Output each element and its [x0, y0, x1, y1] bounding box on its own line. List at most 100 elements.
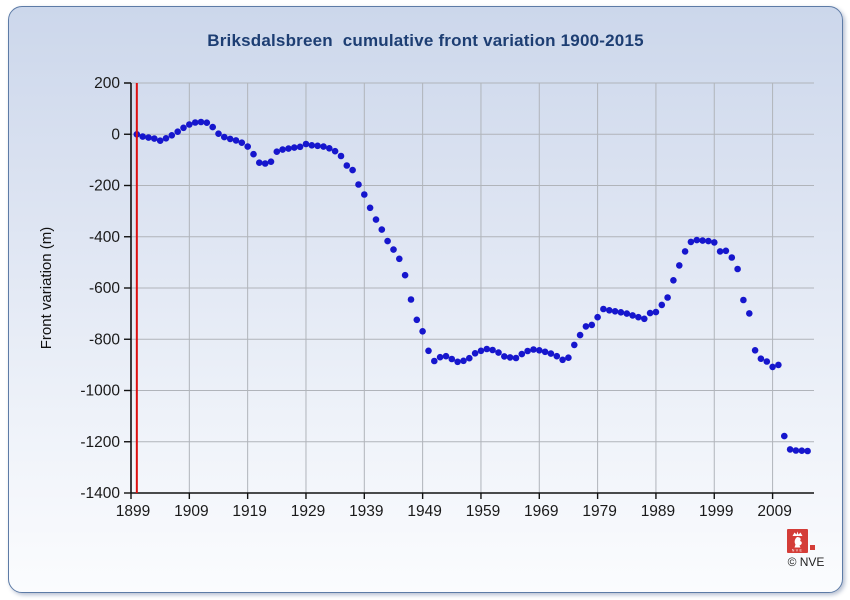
data-point [156, 137, 164, 144]
data-point [641, 315, 648, 323]
nve-logo: NVE © NVE [779, 527, 834, 577]
data-point [366, 204, 374, 212]
data-point [559, 356, 566, 364]
data-point [588, 321, 596, 329]
data-point [734, 265, 741, 273]
data-point [769, 363, 776, 371]
data-point [652, 308, 660, 316]
data-points [133, 118, 811, 455]
data-point [716, 248, 724, 255]
y-tick-label: -1200 [80, 434, 120, 451]
data-point [419, 328, 426, 335]
x-tick-label: 1989 [641, 503, 675, 520]
data-point [670, 277, 677, 284]
x-tick-label: 1899 [116, 503, 150, 520]
x-tick-label: 1919 [232, 503, 266, 520]
data-point [355, 181, 362, 188]
data-point [215, 130, 222, 137]
data-point [442, 352, 450, 360]
data-point [466, 354, 473, 362]
data-point [536, 347, 543, 354]
y-tick-label: 0 [111, 126, 120, 143]
data-point [139, 133, 146, 140]
data-point [495, 349, 502, 356]
data-point [407, 296, 415, 303]
data-point [267, 158, 275, 165]
nve-logo-small-square [810, 545, 815, 550]
data-point [617, 309, 625, 316]
data-point [541, 348, 549, 356]
data-point [594, 313, 601, 321]
data-point [203, 119, 211, 126]
data-point [168, 132, 176, 139]
data-point [786, 446, 794, 453]
data-point [512, 354, 520, 362]
data-point [162, 135, 170, 142]
data-point [606, 307, 613, 314]
data-point [501, 353, 508, 360]
chart-card: Briksdalsbreen cumulative front variatio… [8, 6, 843, 593]
x-tick-label: 2009 [757, 503, 791, 520]
data-point [337, 152, 345, 160]
data-point [582, 323, 590, 330]
data-point [285, 145, 292, 152]
data-point [349, 166, 356, 174]
data-point [798, 447, 806, 455]
data-point [781, 432, 788, 440]
x-tick-label: 1929 [291, 503, 325, 520]
data-point [565, 354, 572, 362]
nve-crest-icon: NVE [787, 529, 808, 553]
data-point [711, 239, 718, 246]
data-point [396, 255, 403, 263]
data-point [302, 140, 310, 148]
data-point [693, 236, 701, 244]
data-point [728, 254, 736, 261]
x-tick-label: 1909 [174, 503, 208, 520]
data-point [751, 347, 759, 354]
data-point [256, 159, 263, 166]
data-point [174, 128, 181, 135]
data-point [331, 147, 339, 155]
data-point [186, 121, 193, 128]
data-point [273, 148, 281, 155]
data-point [757, 355, 765, 363]
data-point [431, 357, 438, 365]
data-point [553, 352, 561, 360]
x-tick-label: 1979 [582, 503, 616, 520]
data-point [296, 143, 304, 151]
data-point [804, 447, 811, 455]
data-point [320, 143, 327, 150]
data-point [530, 346, 537, 353]
x-tick-label: 1939 [349, 503, 383, 520]
data-point [250, 150, 257, 158]
data-point [244, 143, 251, 150]
data-point [221, 133, 228, 141]
data-point [576, 331, 584, 339]
data-point [623, 310, 631, 317]
data-point [518, 350, 526, 358]
data-point [571, 341, 578, 349]
data-point [454, 358, 461, 366]
gridlines [131, 82, 814, 493]
data-point [664, 294, 671, 301]
data-point [547, 350, 555, 357]
x-tick-label: 1969 [524, 503, 558, 520]
axes [124, 82, 814, 499]
data-point [448, 355, 456, 363]
y-tick-label: -600 [89, 280, 120, 297]
data-point [676, 262, 683, 269]
data-point [681, 248, 689, 255]
data-point [232, 137, 240, 144]
data-point [314, 142, 321, 150]
data-point [413, 316, 421, 324]
data-point [343, 162, 351, 169]
data-point [722, 247, 730, 255]
data-point [635, 313, 642, 321]
data-point [600, 305, 607, 313]
data-point [792, 447, 800, 454]
data-point [180, 124, 187, 132]
data-point [740, 296, 747, 304]
data-point [378, 226, 386, 233]
data-point [238, 139, 246, 146]
